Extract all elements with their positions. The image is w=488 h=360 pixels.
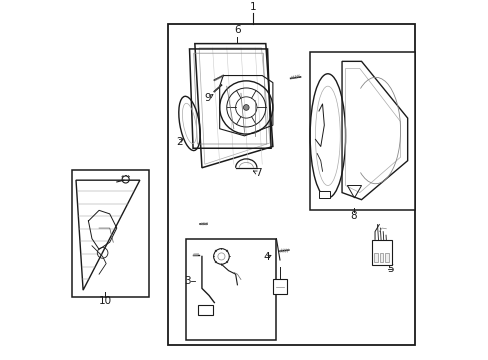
Bar: [185, 239, 276, 340]
Bar: [309, 53, 414, 210]
Polygon shape: [194, 44, 272, 168]
Text: 1: 1: [249, 3, 256, 12]
Bar: [198, 305, 212, 315]
Bar: [379, 253, 383, 262]
Circle shape: [243, 105, 248, 110]
Bar: [384, 253, 388, 262]
Text: 6: 6: [234, 25, 240, 35]
Text: 3: 3: [184, 276, 191, 286]
Text: 10: 10: [99, 297, 112, 306]
Text: 7: 7: [255, 168, 262, 178]
Text: 9: 9: [203, 93, 210, 103]
Text: 8: 8: [350, 211, 356, 221]
Bar: [168, 24, 414, 345]
Bar: [318, 191, 329, 198]
Bar: [72, 170, 148, 297]
Bar: [373, 253, 377, 262]
Bar: [371, 240, 391, 265]
Bar: [272, 279, 286, 294]
Text: 4: 4: [263, 252, 269, 262]
Text: 2: 2: [176, 137, 183, 147]
Text: 5: 5: [386, 264, 393, 274]
